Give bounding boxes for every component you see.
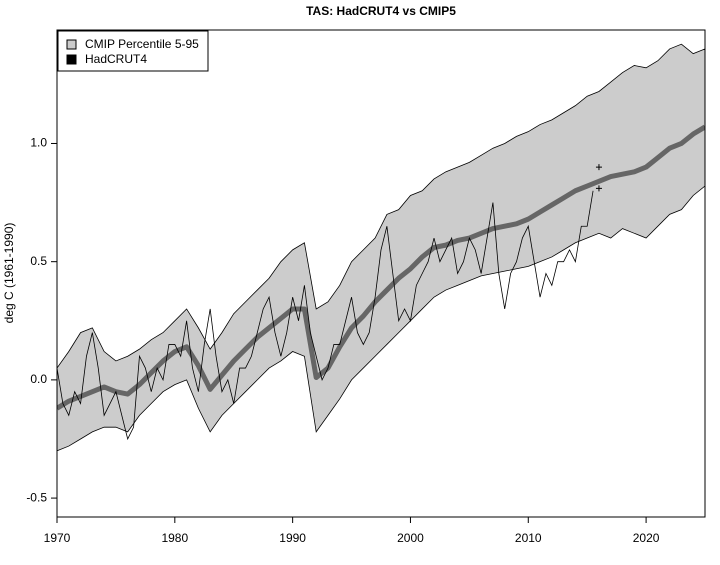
median-line [57,124,705,411]
legend-box [57,30,209,72]
legend-label: HadCRUT4 [85,52,147,66]
x-tick-label: 2020 [633,531,660,545]
plot-frame [56,29,706,518]
y-tick-label: -0.5 [26,490,47,504]
x-tick-label: 2000 [397,531,424,545]
legend-swatch [66,39,77,50]
point [595,164,602,171]
y-tick-label: 0.5 [30,254,47,268]
band [57,43,705,452]
x-tick-label: 2010 [515,531,542,545]
y-tick-label: 1.0 [30,136,47,150]
point [595,185,602,192]
legend-swatch [66,54,77,65]
x-tick-label: 1980 [161,531,188,545]
line [57,190,594,441]
y-tick-label: 0.0 [30,372,47,386]
legend-label: CMIP Percentile 5-95 [85,37,199,51]
plot [57,43,705,452]
x-tick-label: 1990 [279,531,306,545]
y-axis-label: deg C (1961-1990) [2,223,16,324]
chart-title: TAS: HadCRUT4 vs CMIP5 [306,4,456,18]
x-tick-label: 1970 [44,531,71,545]
